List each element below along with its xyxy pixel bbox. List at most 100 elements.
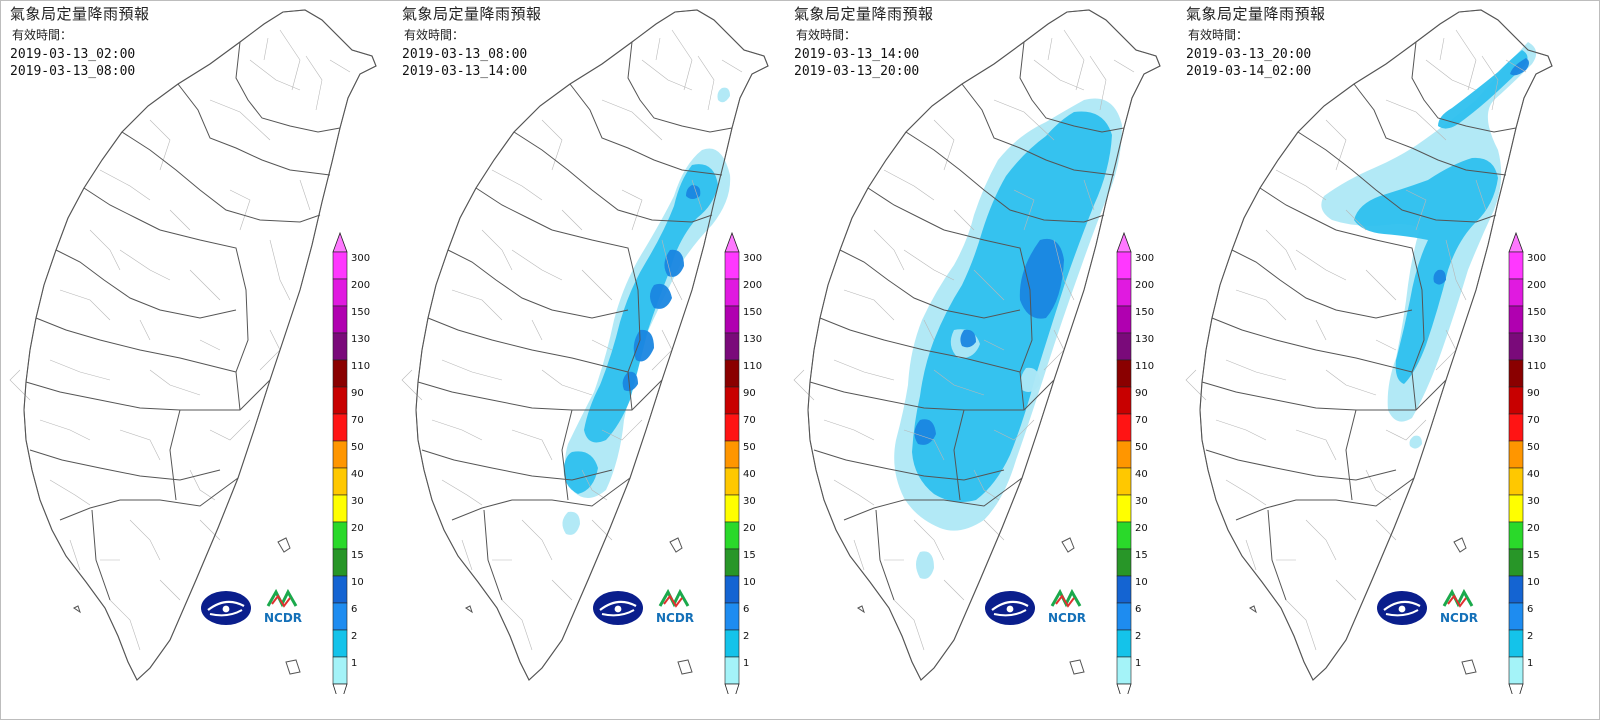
- legend-swatch: [332, 386, 348, 415]
- legend-label: 200: [1527, 280, 1546, 291]
- legend-swatch: [1116, 251, 1132, 280]
- panel-title: 氣象局定量降雨預報: [10, 5, 150, 23]
- legend-label: 70: [1527, 415, 1540, 426]
- legend-bottom-arrow: [1508, 683, 1524, 694]
- legend-label: 20: [743, 523, 756, 534]
- legend-label: 300: [1135, 253, 1154, 264]
- legend-label: 15: [351, 550, 364, 561]
- valid-end-time: 2019-03-14_02:00: [1186, 64, 1312, 79]
- small-island: [1453, 537, 1467, 553]
- valid-end-time: 2019-03-13_14:00: [402, 64, 528, 79]
- ncdr-logo-text: NCDR: [656, 611, 694, 625]
- legend-swatch: [1116, 359, 1132, 388]
- rain-area: [1409, 435, 1422, 449]
- agency-logos: NCDR: [593, 588, 694, 625]
- legend-label: 10: [1527, 577, 1540, 588]
- legend-label: 1: [1527, 658, 1533, 669]
- legend-label: 110: [351, 361, 370, 372]
- legend-label: 70: [351, 415, 364, 426]
- legend-label: 2: [1135, 631, 1141, 642]
- township-boundaries: [401, 29, 743, 651]
- legend-swatch: [332, 629, 348, 658]
- legend-swatch: [1116, 629, 1132, 658]
- legend-label: 20: [351, 523, 364, 534]
- county-boundaries: [809, 41, 1125, 601]
- valid-time-label: 有效時間：: [12, 28, 73, 42]
- agency-logos: NCDR: [985, 588, 1086, 625]
- legend-label: 30: [351, 496, 364, 507]
- valid-start-time: 2019-03-13_08:00: [402, 47, 528, 62]
- township-boundaries: [1185, 29, 1527, 651]
- ncdr-logo-icon: NCDR: [264, 588, 302, 625]
- rain-area: [686, 185, 701, 199]
- legend-swatch: [332, 359, 348, 388]
- small-island: [73, 605, 81, 614]
- small-island: [669, 537, 683, 553]
- legend-label: 20: [1135, 523, 1148, 534]
- legend-label: 40: [1527, 469, 1540, 480]
- rain-area: [912, 111, 1112, 502]
- legend-label: 150: [1527, 307, 1546, 318]
- legend-top-arrow: [724, 232, 740, 253]
- rain-area: [1433, 269, 1446, 285]
- legend-label: 50: [351, 442, 364, 453]
- legend-label: 300: [351, 253, 370, 264]
- legend-swatch: [1508, 332, 1524, 361]
- legend-label: 20: [1527, 523, 1540, 534]
- legend-label: 30: [1135, 496, 1148, 507]
- panel-title: 氣象局定量降雨預報: [402, 5, 542, 23]
- legend-label: 50: [743, 442, 756, 453]
- legend-label: 6: [743, 604, 749, 615]
- legend-label: 40: [743, 469, 756, 480]
- rain-area: [914, 419, 936, 445]
- legend-label: 15: [1135, 550, 1148, 561]
- legend-label: 150: [351, 307, 370, 318]
- legend-label: 130: [1527, 334, 1546, 345]
- legend-swatch: [724, 494, 740, 523]
- legend-bottom-arrow: [724, 683, 740, 694]
- cwb-logo-icon: [593, 591, 643, 625]
- legend-swatch: [332, 602, 348, 631]
- legend-swatch: [332, 494, 348, 523]
- rain-area: [584, 164, 718, 443]
- legend-swatch: [1116, 521, 1132, 550]
- small-island: [1461, 659, 1477, 675]
- legend-swatch: [1508, 413, 1524, 442]
- legend-swatch: [1508, 359, 1524, 388]
- small-island: [857, 605, 865, 614]
- rainfall-forecast-panel: 氣象局定量降雨預報 有效時間： 2019-03-13_08:00 2019-03-13…: [392, 0, 784, 720]
- rainfall-legend: 300 200 150 130 110 90 70 50 40 30 20 15 10 6 2 1: [724, 232, 762, 694]
- legend-label: 1: [351, 658, 357, 669]
- legend-label: 110: [743, 361, 762, 372]
- small-island: [1061, 537, 1075, 553]
- legend-swatch: [724, 575, 740, 604]
- legend-swatch: [1508, 575, 1524, 604]
- taiwan-map: [401, 9, 769, 681]
- legend-swatch: [1508, 494, 1524, 523]
- legend-label: 10: [1135, 577, 1148, 588]
- small-island: [677, 659, 693, 675]
- island-outline: [1199, 9, 1553, 681]
- island-outline: [415, 9, 769, 681]
- legend-swatch: [724, 278, 740, 307]
- legend-swatch: [332, 548, 348, 577]
- legend-label: 1: [1135, 658, 1141, 669]
- ncdr-logo-text: NCDR: [1048, 611, 1086, 625]
- rain-area: [563, 451, 598, 494]
- cwb-logo-icon: [1377, 591, 1427, 625]
- rainfall-legend: 300 200 150 130 110 90 70 50 40 30 20 15 10 6 2 1: [1508, 232, 1546, 694]
- legend-swatch: [724, 656, 740, 685]
- legend-label: 6: [351, 604, 357, 615]
- legend-swatch: [724, 305, 740, 334]
- legend-swatch: [1116, 656, 1132, 685]
- legend-swatch: [1508, 278, 1524, 307]
- legend-label: 110: [1527, 361, 1546, 372]
- legend-label: 110: [1135, 361, 1154, 372]
- legend-label: 130: [351, 334, 370, 345]
- small-island: [1069, 659, 1085, 675]
- valid-end-time: 2019-03-13_20:00: [794, 64, 920, 79]
- ncdr-logo-icon: NCDR: [1440, 588, 1478, 625]
- legend-top-arrow: [332, 232, 348, 253]
- legend-swatch: [1508, 467, 1524, 496]
- county-boundaries: [25, 41, 341, 601]
